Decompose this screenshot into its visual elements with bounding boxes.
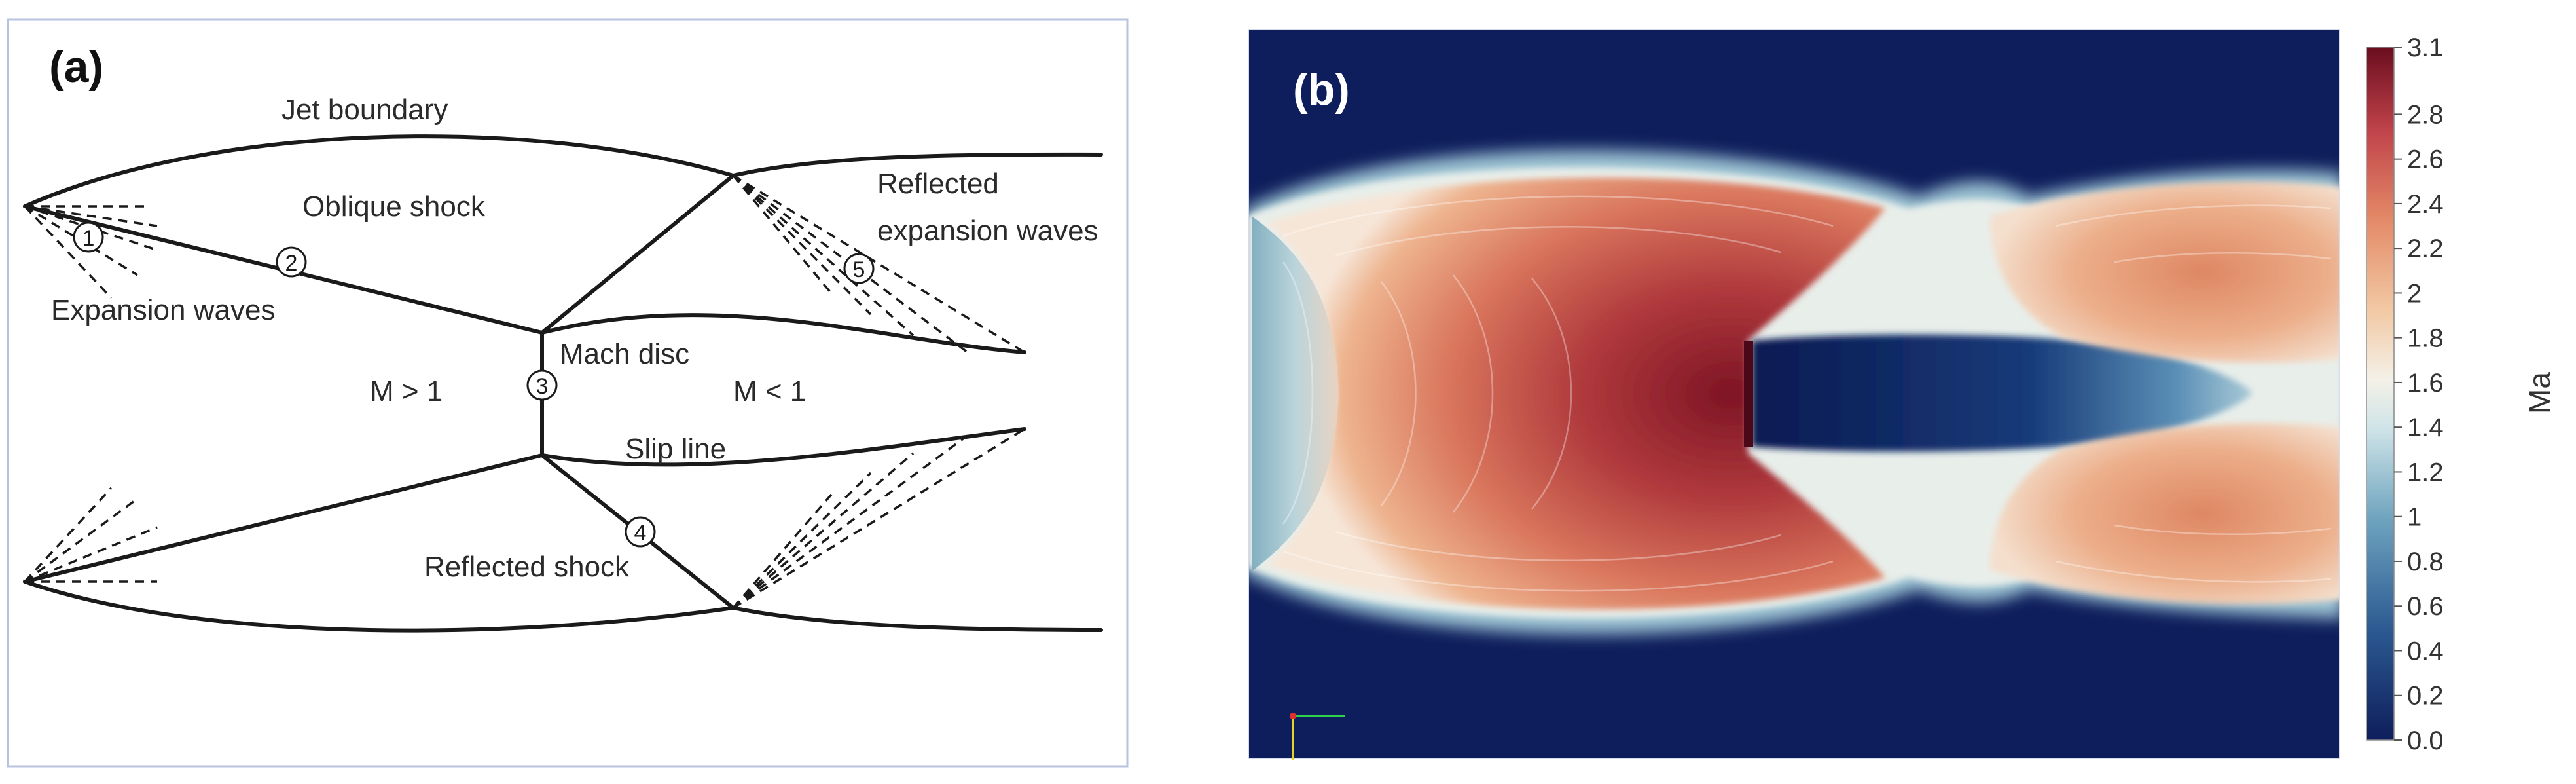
marker-5-label: 5: [853, 257, 865, 282]
label-oblique-shock: Oblique shock: [302, 191, 486, 223]
orientation-axes: [1290, 713, 1345, 760]
marker-5: 5: [843, 253, 875, 284]
marker-4: 4: [625, 516, 656, 548]
label-reflected-expansion-waves: expansion waves: [877, 215, 1098, 247]
colorbar-tick-label: 2: [2407, 279, 2422, 308]
plot-domain-border: [1248, 29, 2340, 759]
colorbar-tick-label: 0.4: [2407, 637, 2444, 665]
colorbar-tick-label: 1.2: [2407, 458, 2444, 487]
shock-cell-1: [1267, 177, 1885, 610]
colorbar-tick-label: 1: [2407, 503, 2422, 532]
colorbar-tick-label: 2.6: [2407, 145, 2444, 174]
label-m-gt-1: M > 1: [370, 375, 443, 407]
mach-disc-band: [1744, 341, 1753, 447]
jet-structure-lines: [23, 134, 1103, 633]
colorbar-tick-label: 0.6: [2407, 592, 2444, 621]
marker-2-label: 2: [285, 251, 298, 276]
colorbar-tick-label: 2.4: [2407, 190, 2444, 219]
colorbar-ticks: 3.1 2.8 2.6 2.4 2.2 2 1.8 1.6 1.4 1.2 1 0.8 0.6 0.4 0.…: [2394, 33, 2444, 755]
panel-b-label: (b): [1293, 65, 1350, 115]
reflected-expansion-lower: [732, 428, 1025, 609]
panel-a-annotations: Jet boundary Oblique shock Expansion wav…: [51, 94, 1098, 583]
colorbar-gradient: [2366, 47, 2395, 741]
colorbar-tick-label: 1.8: [2407, 324, 2444, 353]
label-reflected-shock: Reflected shock: [424, 551, 630, 583]
colorbar-tick-label: 3.1: [2407, 33, 2444, 62]
expansion-fan-lower-left: [24, 487, 168, 583]
colorbar-tick-label: 2.8: [2407, 100, 2444, 129]
slip-line-lower: [540, 427, 1026, 467]
marker-2: 2: [276, 246, 307, 278]
mach-contour-plot: [1248, 29, 2340, 758]
label-slip-line: Slip line: [625, 433, 726, 465]
marker-3-label: 3: [536, 374, 549, 399]
left-inflow-region: [1252, 216, 1339, 571]
contour-lines: [1282, 195, 2331, 592]
jet-boundary-upper: [23, 134, 1103, 208]
panel-a: (a) 1 2: [7, 18, 1129, 768]
shock-cell-2-upper: [1990, 181, 2340, 363]
oblique-shock-lower: [23, 453, 544, 584]
reflected-shock-upper: [540, 174, 735, 335]
marker-4-label: 4: [634, 521, 647, 546]
label-expansion-waves: Expansion waves: [51, 294, 275, 326]
subsonic-core: [1752, 334, 2252, 452]
shock-cell-2-lower: [1990, 423, 2340, 605]
colorbar-tick-label: 2.2: [2407, 234, 2444, 263]
colorbar-tick-label: 1.4: [2407, 413, 2444, 442]
label-jet-boundary: Jet boundary: [281, 94, 448, 126]
colorbar-tick-label: 0.2: [2407, 682, 2444, 711]
panel-a-label: (a): [49, 42, 103, 92]
marker-3: 3: [526, 369, 558, 401]
panel-a-frame: [7, 18, 1129, 768]
label-reflected: Reflected: [877, 168, 999, 200]
jet-boundary-lower: [23, 580, 1103, 633]
colorbar-tick-label: 0.0: [2407, 726, 2444, 755]
colorbar-tick-label: 0.8: [2407, 548, 2444, 576]
slip-line-upper: [540, 313, 1026, 354]
colorbar-tick-label: 1.6: [2407, 369, 2444, 398]
region-markers: 1 2 3 4 5: [73, 221, 875, 548]
colorbar-title: Ma: [2522, 372, 2556, 414]
colorbar: 3.1 2.8 2.6 2.4 2.2 2 1.8 1.6 1.4 1.2 1 0.8 0.6 0.4 0.…: [2366, 33, 2556, 755]
panel-b: (b) 3.1 2.8 2.6 2.4 2.2 2 1.8 1.6 1.4 1.2 1 0.8 0.6 0…: [1248, 29, 2556, 760]
marker-1: 1: [73, 221, 104, 253]
label-mach-disc: Mach disc: [560, 338, 689, 370]
marker-1-label: 1: [82, 226, 95, 251]
label-m-lt-1: M < 1: [733, 375, 806, 407]
